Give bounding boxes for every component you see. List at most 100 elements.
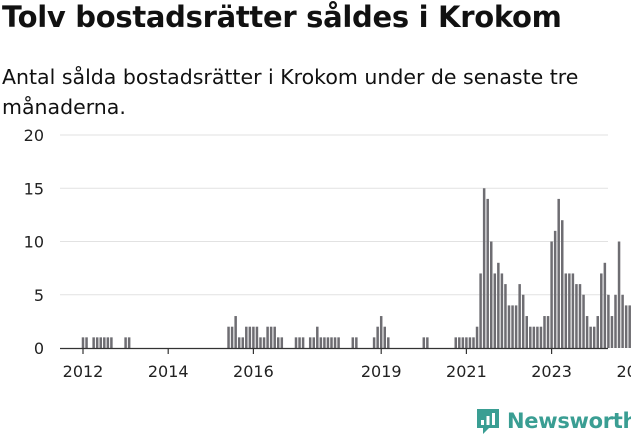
- x-tick-label: 2012: [63, 362, 104, 381]
- bar: [500, 273, 504, 348]
- bar: [372, 337, 376, 348]
- y-tick-label: 15: [24, 179, 44, 198]
- bar: [490, 241, 493, 348]
- bar: [248, 326, 252, 348]
- bar: [355, 337, 358, 348]
- bar: [610, 316, 614, 348]
- bar: [546, 316, 550, 348]
- bar: [323, 337, 326, 348]
- bar: [511, 305, 514, 348]
- bar: [106, 337, 110, 348]
- bar: [614, 294, 617, 348]
- bar: [571, 273, 575, 348]
- bar: [475, 326, 479, 348]
- bar: [259, 337, 262, 348]
- bar: [110, 337, 113, 348]
- bar: [294, 337, 298, 348]
- bar: [536, 326, 539, 348]
- bar: [330, 337, 333, 348]
- bar: [454, 337, 457, 348]
- bar: [280, 337, 284, 348]
- bar: [85, 337, 88, 348]
- bar: [312, 337, 315, 348]
- bar: [561, 220, 564, 348]
- bar: [301, 337, 305, 348]
- bar: [621, 294, 624, 348]
- bar: [504, 284, 507, 348]
- bar: [273, 326, 276, 348]
- newsworthy-logo: Newsworthy: [475, 407, 631, 435]
- y-tick-label: 10: [24, 233, 44, 252]
- bar: [319, 337, 323, 348]
- x-tick-label: 2021: [446, 362, 487, 381]
- bar: [497, 262, 500, 348]
- bar: [539, 326, 543, 348]
- bar: [422, 337, 426, 348]
- bar: [262, 337, 266, 348]
- bar: [277, 337, 280, 348]
- bar: [458, 337, 461, 348]
- bar: [333, 337, 337, 348]
- bar: [387, 337, 390, 348]
- bar: [379, 316, 383, 348]
- bar: [245, 326, 248, 348]
- bar: [376, 326, 379, 348]
- bar: [269, 326, 273, 348]
- newsworthy-logo-text: Newsworthy: [507, 409, 631, 433]
- bar: [568, 273, 571, 348]
- bar: [252, 326, 255, 348]
- bar: [518, 284, 521, 348]
- bar: [127, 337, 131, 348]
- bar: [326, 337, 330, 348]
- bar: [266, 326, 269, 348]
- bar: [337, 337, 340, 348]
- bar: [472, 337, 475, 348]
- bar: [493, 273, 497, 348]
- bar: [103, 337, 106, 348]
- bar: [589, 326, 592, 348]
- bar: [607, 294, 610, 348]
- bar: [557, 198, 560, 348]
- bar: [550, 241, 553, 348]
- bar: [95, 337, 99, 348]
- bar: [582, 294, 585, 348]
- bar: [316, 326, 319, 348]
- bar: [628, 305, 631, 348]
- bar: [486, 198, 489, 348]
- newsworthy-logo-icon: [477, 409, 499, 434]
- bar: [578, 284, 582, 348]
- y-tick-label: 20: [24, 126, 44, 145]
- bar: [575, 284, 578, 348]
- x-tick-label: 2023: [531, 362, 572, 381]
- bar: [99, 337, 102, 348]
- bar: [237, 337, 241, 348]
- bar: [465, 337, 468, 348]
- bar: [585, 316, 589, 348]
- bar: [461, 337, 465, 348]
- x-tick-label: 2025: [616, 362, 631, 381]
- bar: [600, 273, 603, 348]
- bar: [92, 337, 95, 348]
- bar: [514, 305, 518, 348]
- bar: [596, 316, 599, 348]
- bar: [592, 326, 596, 348]
- bar: [507, 305, 511, 348]
- bar: [624, 305, 628, 348]
- bar: [532, 326, 536, 348]
- bar: [234, 316, 237, 348]
- bar: [564, 273, 568, 348]
- x-tick-label: 2019: [361, 362, 402, 381]
- x-tick-label: 2014: [148, 362, 189, 381]
- bar: [529, 326, 532, 348]
- bar: [525, 316, 528, 348]
- bar: [553, 230, 557, 348]
- bar: [81, 337, 85, 348]
- bar: [543, 316, 546, 348]
- bar: [603, 262, 607, 348]
- bar: [521, 294, 525, 348]
- chart-subtitle: Antal sålda bostadsrätter i Krokom under…: [2, 65, 579, 119]
- bar: [383, 326, 386, 348]
- bar: [230, 326, 234, 348]
- bar: [124, 337, 127, 348]
